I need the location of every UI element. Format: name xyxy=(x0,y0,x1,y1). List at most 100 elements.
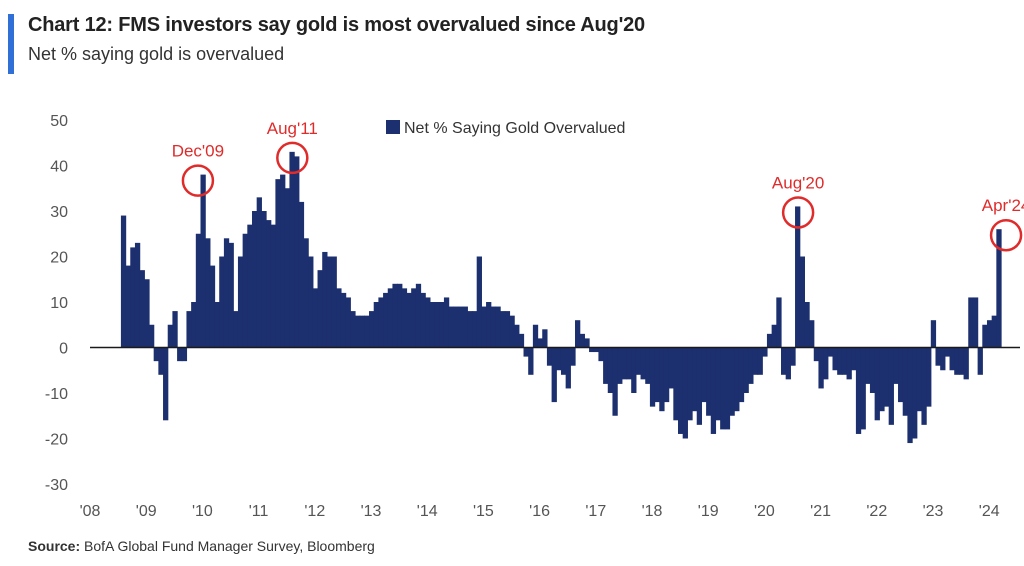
bar xyxy=(986,320,993,348)
bar xyxy=(415,283,422,348)
x-tick-label: '17 xyxy=(585,503,606,520)
bar xyxy=(523,347,529,357)
x-tick-label: '18 xyxy=(642,503,663,520)
legend: Net % Saying Gold Overvalued xyxy=(386,120,625,137)
bar xyxy=(860,347,866,430)
bar xyxy=(486,302,492,348)
bar xyxy=(724,347,731,430)
bar xyxy=(209,265,216,348)
bar xyxy=(139,270,145,348)
bar xyxy=(537,338,543,348)
bar xyxy=(972,297,979,348)
bar xyxy=(593,347,600,353)
bar xyxy=(626,347,632,380)
bar xyxy=(977,347,983,375)
annotation-label: Aug'11 xyxy=(267,119,318,138)
y-tick-label: 0 xyxy=(59,341,68,358)
annotation-circle xyxy=(989,218,1023,252)
source-text: BofA Global Fund Manager Survey, Bloombe… xyxy=(84,538,375,554)
bar xyxy=(439,302,445,348)
bar xyxy=(991,315,997,348)
bar xyxy=(514,324,520,348)
bar xyxy=(373,302,379,348)
bar xyxy=(954,347,960,375)
bar xyxy=(528,347,534,375)
bar xyxy=(935,347,941,366)
bar xyxy=(359,315,365,348)
bar xyxy=(589,347,595,353)
bar xyxy=(832,347,838,371)
annotation-label: Apr'24 xyxy=(982,196,1024,215)
bar xyxy=(631,347,637,393)
bar xyxy=(963,347,969,380)
bar xyxy=(354,315,361,348)
bar xyxy=(846,347,852,380)
bar xyxy=(406,292,412,348)
bar xyxy=(312,288,319,348)
bar xyxy=(654,347,660,403)
bar xyxy=(944,347,951,357)
bar xyxy=(809,320,815,348)
bar xyxy=(766,333,773,348)
bar xyxy=(158,347,164,375)
y-tick-label: 30 xyxy=(50,204,68,221)
bar xyxy=(692,347,698,412)
bar xyxy=(340,292,347,348)
bar xyxy=(481,306,487,348)
bar xyxy=(869,347,876,393)
bar xyxy=(720,347,726,430)
y-axis: 50 40 30 20 10 0 -10 -20 -30 xyxy=(45,113,68,494)
bar xyxy=(982,324,988,348)
chart-subtitle: Net % saying gold is overvalued xyxy=(28,44,285,64)
bar xyxy=(532,324,539,348)
bar xyxy=(448,306,454,348)
bar xyxy=(261,211,267,348)
bar xyxy=(818,347,824,389)
title-accent-bar xyxy=(8,14,14,74)
bar xyxy=(879,347,885,412)
bar xyxy=(457,306,464,348)
bar xyxy=(495,306,501,348)
bar xyxy=(902,347,908,416)
x-tick-label: '13 xyxy=(361,503,382,520)
bar xyxy=(294,156,300,348)
bar xyxy=(560,347,567,375)
bar xyxy=(205,238,211,348)
bar xyxy=(771,324,777,348)
bar xyxy=(411,288,417,348)
bar xyxy=(748,347,754,384)
x-tick-label: '09 xyxy=(136,503,157,520)
bar xyxy=(996,229,1002,348)
chart-title: Chart 12: FMS investors say gold is most… xyxy=(28,14,645,36)
bar xyxy=(813,347,820,362)
bar xyxy=(958,347,965,375)
bar xyxy=(308,256,314,348)
bar xyxy=(701,347,707,403)
bar xyxy=(663,347,670,403)
bar xyxy=(350,311,356,348)
bar xyxy=(476,256,482,348)
bar xyxy=(710,347,717,434)
bar xyxy=(968,297,974,348)
y-tick-label: 50 xyxy=(50,113,68,130)
bar xyxy=(776,297,782,348)
bar xyxy=(827,347,834,357)
bar xyxy=(195,233,202,348)
x-tick-label: '21 xyxy=(810,503,831,520)
bar xyxy=(153,347,159,362)
bar xyxy=(645,347,651,384)
bar xyxy=(837,347,843,375)
bar xyxy=(678,347,684,434)
y-tick-label: 10 xyxy=(50,295,68,312)
bar xyxy=(912,347,918,439)
x-tick-label: '23 xyxy=(923,503,944,520)
bar xyxy=(172,311,178,348)
bar xyxy=(181,347,188,362)
x-tick-label: '14 xyxy=(417,503,438,520)
bar xyxy=(949,347,955,371)
annotation-circle xyxy=(276,141,309,175)
bar xyxy=(186,311,192,348)
bar xyxy=(781,347,787,375)
bar xyxy=(134,242,141,348)
bar xyxy=(237,256,244,348)
